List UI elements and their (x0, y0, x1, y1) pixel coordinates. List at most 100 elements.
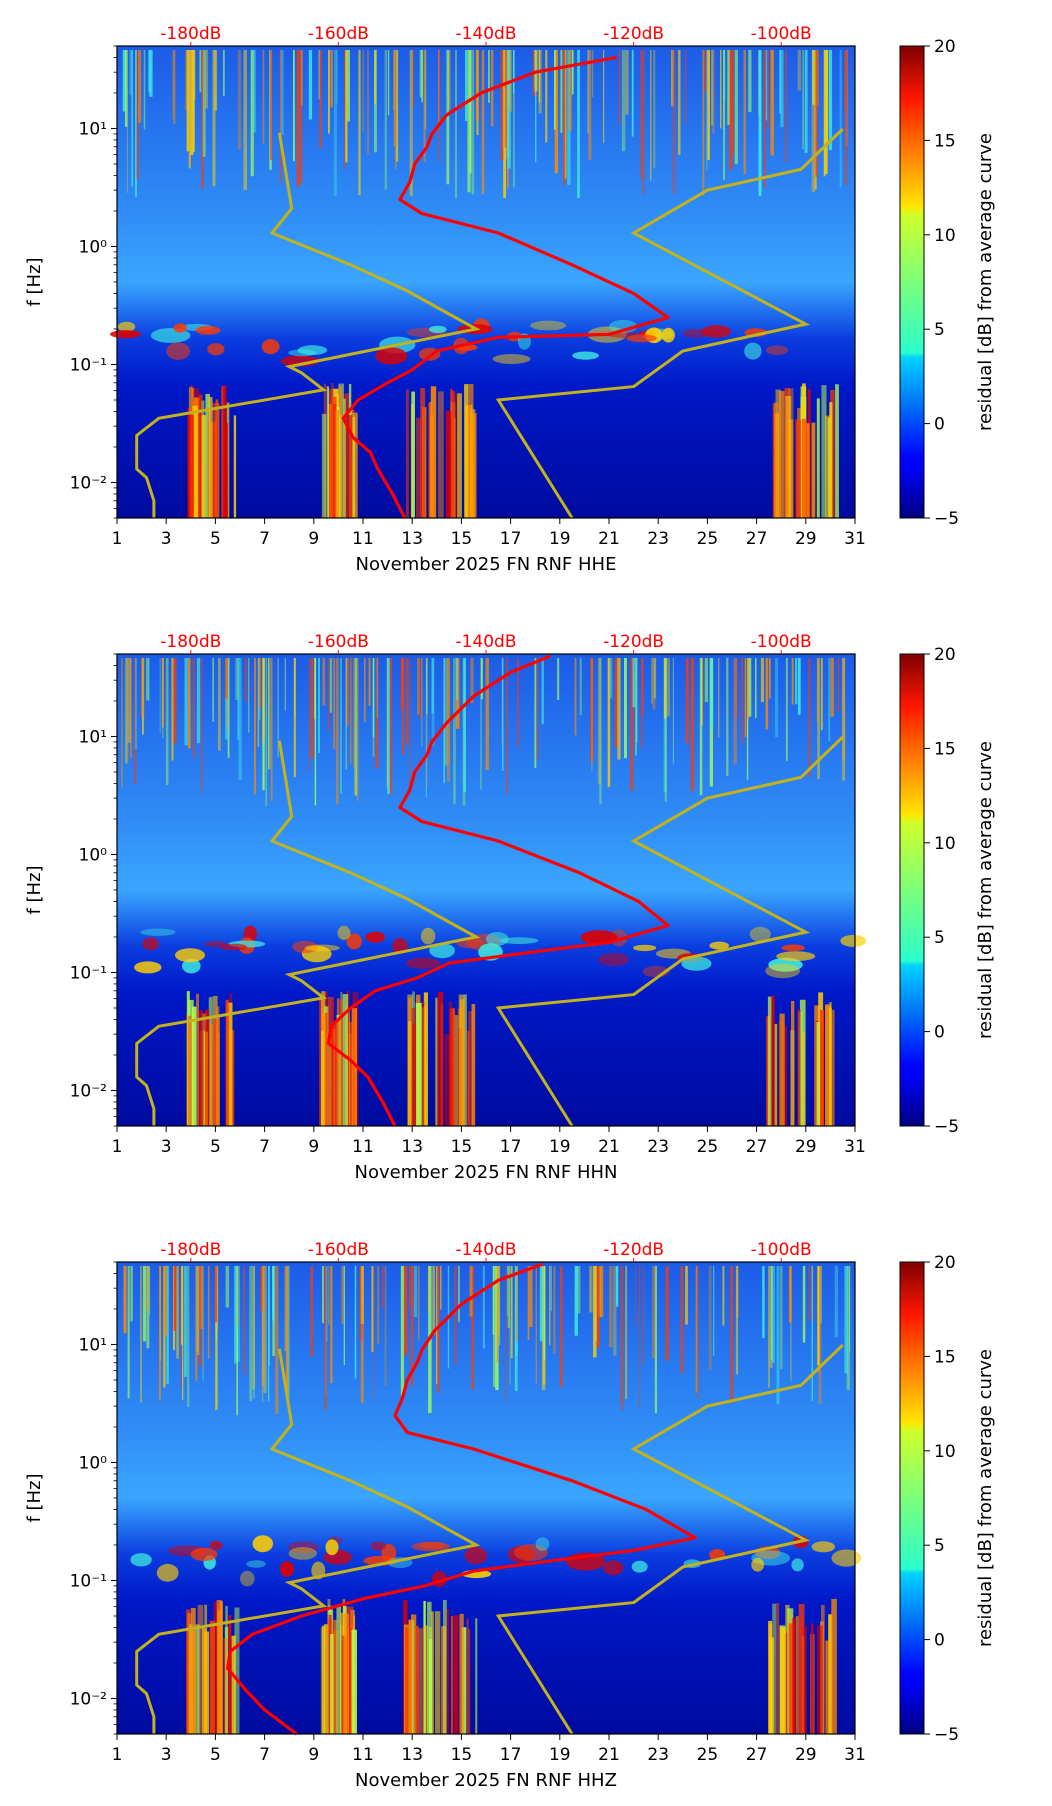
texture-streak (172, 50, 175, 120)
colorbar-tick-label: 0 (934, 415, 945, 435)
texture-streak (791, 658, 794, 705)
texture-burst (420, 388, 426, 518)
x-tick-label: 25 (697, 1745, 719, 1765)
x-tick-label: 5 (210, 1137, 221, 1157)
texture-streak (375, 658, 379, 769)
texture-blob (134, 961, 162, 974)
texture-streak (173, 658, 177, 744)
texture-streak (235, 658, 239, 700)
texture-streak (339, 658, 342, 794)
texture-streak (652, 658, 656, 710)
texture-burst (785, 396, 792, 518)
texture-burst (213, 1019, 219, 1126)
texture-streak (550, 1266, 552, 1312)
texture-streak (126, 658, 129, 763)
texture-blob (325, 1539, 339, 1556)
texture-streak (811, 1266, 814, 1321)
texture-streak (260, 1266, 264, 1312)
x-tick-label: 17 (500, 529, 522, 549)
texture-streak (405, 658, 409, 745)
texture-streak (553, 1266, 556, 1354)
texture-streak (589, 1266, 593, 1313)
texture-burst (352, 1008, 355, 1126)
texture-streak (148, 50, 151, 93)
texture-streak (545, 50, 548, 143)
texture-streak (502, 658, 504, 771)
average-psd-curve (341, 55, 670, 519)
texture-streak (672, 50, 676, 194)
texture-streak (733, 658, 737, 765)
db-tick-label: -120dB (603, 632, 664, 652)
texture-burst (443, 1599, 447, 1734)
texture-streak (336, 50, 338, 104)
colorbar-tick-label: 0 (934, 1023, 945, 1043)
texture-streak (187, 1266, 190, 1407)
noise-model-high-curve (495, 1343, 844, 1735)
colorbar-tick-label: −5 (934, 1117, 959, 1137)
texture-streak (275, 1266, 279, 1415)
texture-streak (403, 1266, 408, 1356)
texture-burst (344, 393, 351, 518)
texture-streak (396, 50, 399, 162)
texture-streak (617, 658, 621, 760)
texture-burst (338, 1014, 342, 1126)
texture-streak (186, 50, 190, 152)
spectrogram-panel-2: 1 3 5 7 9 11 13 15 17 19 21 23 25 27 29 3110⁻²10⁻¹10⁰10… (24, 632, 996, 1183)
texture-streak (212, 658, 214, 722)
texture-blob (831, 1549, 862, 1567)
texture-burst (321, 1625, 326, 1734)
texture-streak (349, 658, 352, 764)
texture-streak (192, 50, 195, 153)
x-tick-label: 21 (598, 1745, 620, 1765)
texture-streak (262, 658, 265, 742)
texture-streak (482, 1266, 485, 1349)
texture-streak (389, 658, 393, 795)
texture-streak (768, 1266, 770, 1388)
texture-burst (444, 1033, 450, 1126)
texture-streak (748, 50, 752, 113)
x-tick-label: 19 (549, 529, 571, 549)
texture-burst (795, 419, 801, 518)
texture-streak (618, 50, 621, 125)
texture-burst (338, 386, 343, 518)
texture-burst (225, 1606, 228, 1734)
texture-streak (270, 50, 273, 160)
y-axis-label: f [Hz] (24, 865, 45, 914)
texture-streak (419, 50, 422, 98)
texture-streak (779, 50, 782, 114)
texture-burst (434, 1611, 441, 1734)
noise-model-low-curve (135, 740, 481, 1126)
x-tick-label: 15 (451, 1745, 473, 1765)
texture-streak (352, 658, 355, 768)
texture-streak (440, 1266, 442, 1310)
db-tick-label: -140dB (455, 1240, 516, 1260)
texture-streak (237, 1266, 239, 1326)
x-tick-label: 1 (112, 1745, 123, 1765)
texture-burst (780, 1627, 786, 1734)
texture-burst (351, 1629, 357, 1734)
texture-streak (574, 1266, 578, 1336)
y-tick-label: 10⁰ (79, 845, 108, 865)
y-tick-label: 10⁻¹ (70, 963, 107, 983)
y-axis-label: f [Hz] (24, 1473, 45, 1522)
texture-streak (212, 50, 216, 187)
texture-streak (760, 658, 764, 703)
texture-streak (310, 658, 314, 759)
x-tick-label: 13 (401, 1745, 423, 1765)
texture-streak (699, 658, 703, 796)
texture-streak (808, 658, 811, 778)
texture-streak (121, 658, 123, 788)
colorbar-tick-label: 15 (934, 739, 956, 759)
texture-burst (225, 999, 229, 1126)
texture-streak (768, 658, 771, 699)
texture-streak (127, 658, 131, 743)
texture-streak (409, 658, 411, 787)
texture-burst (423, 1600, 426, 1734)
texture-streak (680, 1266, 684, 1373)
texture-streak (149, 50, 153, 97)
texture-streak (263, 1266, 267, 1394)
texture-streak (834, 1266, 838, 1338)
texture-blob (572, 351, 599, 360)
texture-streak (124, 50, 128, 127)
texture-streak (593, 1266, 597, 1358)
